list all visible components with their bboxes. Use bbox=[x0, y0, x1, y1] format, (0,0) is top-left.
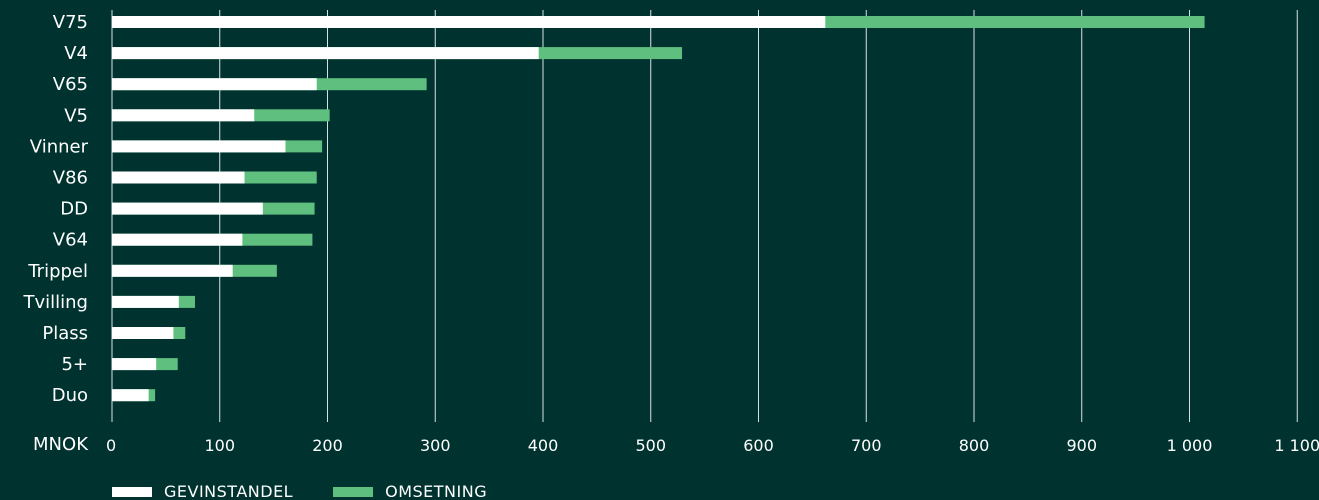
category-label: Trippel bbox=[27, 261, 88, 282]
x-tick-label: 300 bbox=[420, 436, 451, 455]
legend-item-gevinstandel[interactable]: GEVINSTANDEL bbox=[112, 482, 293, 500]
x-tick-label: 200 bbox=[312, 436, 343, 455]
x-tick-label: 1 100 bbox=[1274, 436, 1319, 455]
bar-gevinstandel[interactable] bbox=[112, 389, 149, 402]
bar-gevinstandel[interactable] bbox=[112, 78, 317, 91]
x-tick-label: 600 bbox=[743, 436, 774, 455]
bar-gevinstandel[interactable] bbox=[112, 358, 157, 371]
bar-gevinstandel[interactable] bbox=[112, 233, 243, 246]
legend-label-omsetning: OMSETNING bbox=[385, 482, 488, 500]
x-tick-label: 800 bbox=[959, 436, 990, 455]
x-tick-label: 500 bbox=[635, 436, 666, 455]
x-tick-label: 1 000 bbox=[1167, 436, 1213, 455]
category-label: Duo bbox=[52, 385, 88, 406]
x-tick-label: 700 bbox=[851, 436, 882, 455]
grid-lines bbox=[111, 10, 1298, 422]
category-label: V4 bbox=[64, 43, 88, 64]
bar-gevinstandel[interactable] bbox=[112, 327, 174, 339]
bars bbox=[112, 16, 1205, 402]
legend-label-gevinstandel: GEVINSTANDEL bbox=[164, 482, 294, 500]
x-tick-label: 400 bbox=[528, 436, 559, 455]
category-label: V75 bbox=[53, 12, 88, 33]
category-label: V65 bbox=[53, 74, 88, 95]
bar-gevinstandel[interactable] bbox=[112, 140, 286, 153]
bar-gevinstandel[interactable] bbox=[112, 295, 179, 308]
bar-gevinstandel[interactable] bbox=[112, 109, 255, 122]
legend-item-omsetning[interactable]: OMSETNING bbox=[333, 482, 487, 500]
category-label: V5 bbox=[64, 105, 88, 126]
category-label: Tvilling bbox=[23, 292, 89, 313]
category-labels: V75 V4 V65 V5 Vinner V86 DD V64 Trippel Tvilling P… bbox=[23, 12, 89, 406]
bar-gevinstandel[interactable] bbox=[112, 264, 233, 277]
legend-swatch-omsetning bbox=[333, 486, 374, 497]
category-label: V86 bbox=[53, 168, 88, 189]
bar-gevinstandel[interactable] bbox=[112, 16, 826, 28]
x-tick-label: 0 bbox=[106, 436, 116, 455]
x-tick-label: 900 bbox=[1066, 436, 1097, 455]
x-axis-label: MNOK bbox=[33, 434, 89, 455]
bar-gevinstandel[interactable] bbox=[112, 171, 245, 184]
category-label: DD bbox=[60, 199, 88, 220]
legend: GEVINSTANDEL OMSETNING bbox=[112, 482, 527, 500]
x-tick-labels: 0 100 200 300 400 500 600 700 800 900 1 000 1 100 bbox=[106, 436, 1319, 455]
bar-gevinstandel[interactable] bbox=[112, 202, 263, 215]
x-tick-label: 100 bbox=[204, 436, 235, 455]
category-label: Vinner bbox=[30, 136, 89, 157]
category-label: V64 bbox=[53, 230, 88, 251]
legend-swatch-gevinstandel bbox=[112, 486, 152, 497]
category-label: Plass bbox=[42, 323, 88, 344]
category-label: 5+ bbox=[61, 354, 88, 375]
bar-gevinstandel[interactable] bbox=[112, 47, 539, 60]
